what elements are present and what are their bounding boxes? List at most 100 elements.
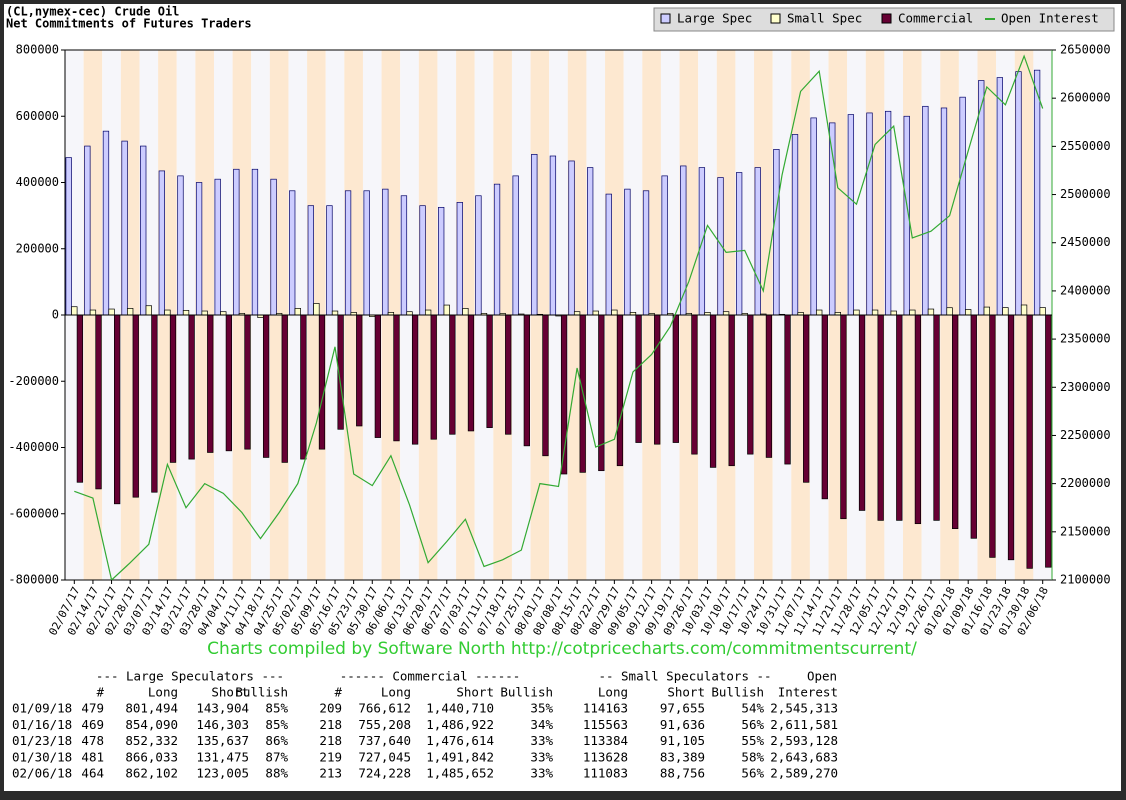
table-cell: 146,303 — [196, 717, 249, 732]
table-cell: 88,756 — [660, 766, 705, 781]
table-cell: 469 — [81, 717, 104, 732]
y-tick-label: -800000 — [8, 573, 59, 587]
legend-swatch — [881, 13, 892, 24]
legend-swatch — [770, 13, 781, 24]
bar — [933, 314, 940, 521]
table-group-header: -- Small Speculators -- — [598, 669, 771, 684]
table-cell: 2,611,581 — [770, 717, 838, 732]
table-header: Interest — [778, 685, 838, 700]
bar — [909, 309, 916, 316]
bar — [965, 309, 972, 316]
bar — [877, 314, 884, 521]
bar — [871, 309, 879, 316]
bar — [449, 314, 456, 435]
bar — [382, 188, 389, 316]
bar — [773, 149, 780, 316]
bar — [642, 190, 650, 316]
table-cell: 115563 — [583, 717, 628, 732]
bar — [505, 314, 512, 435]
chart-title: (CL,nymex-cec) Crude Oil — [6, 5, 179, 19]
bar — [363, 190, 370, 316]
bar — [592, 310, 599, 316]
table-cell: 1,485,652 — [426, 766, 494, 781]
legend-label: Small Spec — [787, 11, 862, 26]
bar — [946, 307, 953, 316]
bar — [568, 160, 575, 316]
table-cell: 33% — [530, 766, 553, 781]
table-cell: 85% — [265, 717, 288, 732]
table-cell: 33% — [530, 749, 553, 764]
bar — [475, 195, 482, 316]
bar — [512, 175, 519, 316]
table-cell: 866,033 — [125, 749, 178, 764]
table-cell: 55% — [741, 733, 764, 748]
table-cell: 481 — [81, 749, 104, 764]
table-cell: 2,643,683 — [770, 749, 838, 764]
table-cell: 854,090 — [125, 717, 178, 732]
bar — [922, 105, 929, 316]
bar — [225, 314, 233, 452]
bar — [331, 310, 339, 316]
bar — [709, 314, 717, 468]
table-cell: 02/06/18 — [12, 766, 72, 781]
bar — [182, 310, 190, 316]
bar — [821, 314, 828, 500]
bar — [132, 314, 139, 498]
bar — [456, 202, 463, 316]
bar — [635, 314, 642, 443]
bar — [201, 310, 208, 316]
table-cell: 111083 — [583, 766, 628, 781]
table-group-header: --- Large Speculators --- — [96, 669, 284, 684]
bar — [989, 314, 996, 558]
bar — [611, 309, 618, 316]
table-cell: 2,593,128 — [770, 733, 838, 748]
bar — [419, 205, 426, 316]
bar — [728, 314, 735, 467]
table-cell: 2,589,270 — [770, 766, 838, 781]
bar — [959, 96, 966, 316]
bar — [810, 117, 817, 316]
table-header: Short — [667, 685, 705, 700]
bar — [177, 175, 184, 316]
table-cell: 86% — [265, 733, 288, 748]
bar — [411, 314, 419, 445]
legend-label: Large Spec — [677, 11, 752, 26]
bar — [113, 314, 121, 505]
y2-tick-label: 2250000 — [1060, 428, 1111, 442]
table-cell: 34% — [530, 717, 553, 732]
table-cell: 56% — [741, 717, 764, 732]
table-cell: 801,494 — [125, 701, 178, 716]
bar — [438, 206, 445, 316]
y2-tick-label: 2150000 — [1060, 524, 1111, 538]
bar — [598, 314, 605, 472]
bar — [970, 314, 977, 539]
bar — [262, 314, 270, 458]
y2-tick-label: 2550000 — [1060, 139, 1111, 153]
table-cell: 97,655 — [660, 701, 705, 716]
table-header: Long — [598, 685, 628, 700]
bar — [840, 314, 847, 520]
table-header: # — [334, 685, 342, 700]
table-cell: 56% — [741, 766, 764, 781]
table-cell: 219 — [319, 749, 342, 764]
table-cell: 91,105 — [660, 733, 705, 748]
y-tick-label: 600000 — [16, 109, 59, 123]
table-cell: 479 — [81, 701, 104, 716]
bar — [127, 308, 134, 316]
table-cell: 91,636 — [660, 717, 705, 732]
bar — [71, 306, 78, 316]
table-cell: 143,904 — [196, 701, 249, 716]
bar — [140, 145, 147, 316]
bar — [493, 183, 501, 316]
table-cell: 218 — [319, 717, 342, 732]
table-group-header: Open — [807, 669, 837, 684]
bar — [84, 145, 91, 316]
bar — [691, 314, 698, 455]
bar — [393, 314, 400, 442]
bar — [169, 314, 177, 463]
bar — [624, 188, 631, 316]
y2-tick-label: 2500000 — [1060, 187, 1111, 201]
bar — [195, 182, 203, 316]
bar — [803, 314, 810, 483]
bar — [244, 314, 251, 450]
